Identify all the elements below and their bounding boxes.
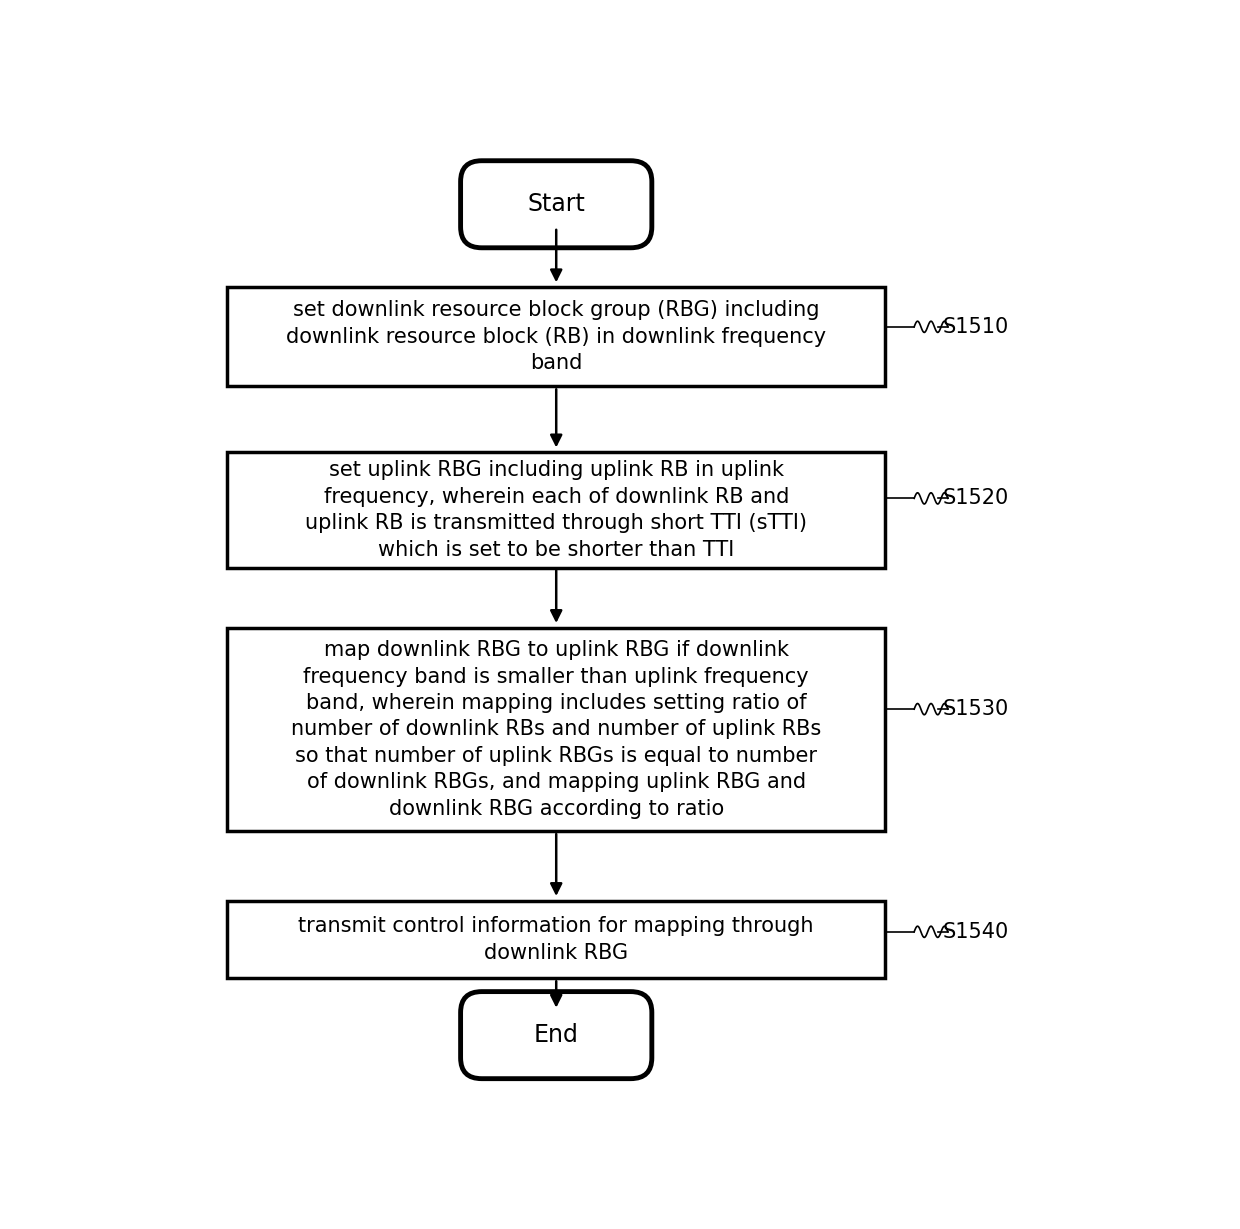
Bar bbox=[227, 452, 885, 568]
Bar bbox=[227, 628, 885, 831]
Text: S1540: S1540 bbox=[942, 922, 1009, 941]
Text: set uplink RBG including uplink RB in uplink
frequency, wherein each of downlink: set uplink RBG including uplink RB in up… bbox=[305, 461, 807, 559]
Bar bbox=[227, 288, 885, 386]
Text: transmit control information for mapping through
downlink RBG: transmit control information for mapping… bbox=[299, 917, 813, 962]
Text: set downlink resource block group (RBG) including
downlink resource block (RB) i: set downlink resource block group (RBG) … bbox=[286, 300, 826, 374]
Text: End: End bbox=[533, 1023, 579, 1047]
Bar bbox=[227, 901, 885, 978]
FancyBboxPatch shape bbox=[460, 992, 652, 1079]
Text: S1510: S1510 bbox=[942, 317, 1009, 337]
FancyBboxPatch shape bbox=[460, 161, 652, 248]
Text: S1530: S1530 bbox=[942, 699, 1009, 719]
Text: S1520: S1520 bbox=[942, 488, 1009, 509]
Text: Start: Start bbox=[527, 192, 585, 216]
Text: map downlink RBG to uplink RBG if downlink
frequency band is smaller than uplink: map downlink RBG to uplink RBG if downli… bbox=[291, 640, 821, 819]
